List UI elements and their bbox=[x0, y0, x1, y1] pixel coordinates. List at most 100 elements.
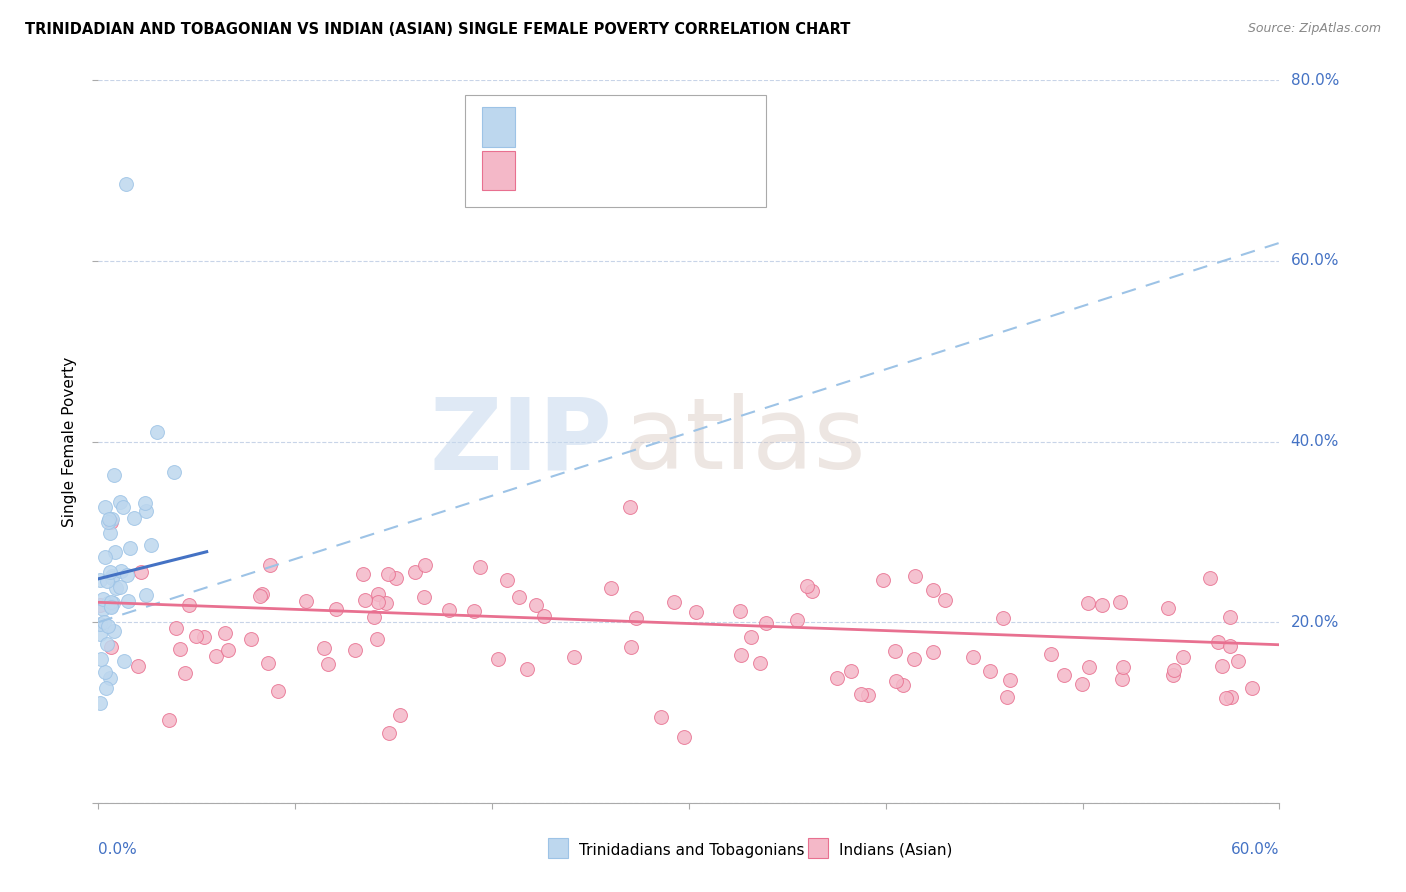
Y-axis label: Single Female Poverty: Single Female Poverty bbox=[62, 357, 77, 526]
Point bbox=[404, 565, 426, 579]
Point bbox=[169, 642, 191, 657]
Point bbox=[486, 652, 509, 666]
Point bbox=[463, 605, 485, 619]
Point bbox=[1071, 677, 1094, 691]
Point bbox=[1206, 635, 1229, 649]
Point bbox=[98, 565, 121, 579]
Point bbox=[97, 596, 120, 610]
Point bbox=[748, 657, 770, 671]
Point bbox=[1112, 660, 1135, 674]
Point bbox=[367, 587, 389, 601]
Text: R =: R = bbox=[527, 120, 560, 135]
Point bbox=[884, 644, 907, 658]
Point bbox=[295, 594, 318, 608]
Point bbox=[89, 616, 111, 631]
Point bbox=[624, 611, 647, 625]
Point bbox=[157, 713, 180, 727]
Point bbox=[139, 538, 162, 552]
FancyBboxPatch shape bbox=[482, 107, 516, 147]
Point bbox=[377, 566, 399, 581]
Point bbox=[103, 624, 125, 638]
Point bbox=[267, 683, 290, 698]
Point bbox=[533, 608, 555, 623]
Point bbox=[134, 496, 156, 510]
Point bbox=[1240, 681, 1263, 695]
Point bbox=[259, 558, 281, 572]
Text: Trinidadians and Tobagonians: Trinidadians and Tobagonians bbox=[579, 843, 804, 857]
Point bbox=[1211, 658, 1233, 673]
Point bbox=[801, 584, 824, 599]
Text: atlas: atlas bbox=[624, 393, 866, 490]
Point bbox=[89, 598, 111, 612]
Point bbox=[96, 619, 118, 633]
Point bbox=[93, 500, 115, 514]
Text: R =: R = bbox=[527, 163, 560, 178]
Point bbox=[100, 599, 122, 613]
Point bbox=[740, 630, 762, 644]
Point bbox=[754, 616, 776, 631]
Point bbox=[979, 665, 1001, 679]
Text: Source: ZipAtlas.com: Source: ZipAtlas.com bbox=[1247, 22, 1381, 36]
Point bbox=[177, 599, 200, 613]
Point bbox=[98, 526, 121, 541]
Point bbox=[1039, 647, 1062, 661]
Point bbox=[94, 665, 117, 679]
Point bbox=[995, 690, 1018, 704]
Point bbox=[439, 602, 461, 616]
Point bbox=[508, 591, 530, 605]
Point bbox=[127, 658, 149, 673]
Point bbox=[839, 664, 862, 678]
Point bbox=[94, 549, 117, 564]
Point bbox=[516, 662, 538, 676]
Point bbox=[94, 681, 117, 695]
Point bbox=[249, 589, 271, 603]
Point bbox=[115, 567, 138, 582]
Point bbox=[1091, 598, 1114, 612]
Text: Indians (Asian): Indians (Asian) bbox=[839, 843, 953, 857]
Text: TRINIDADIAN AND TOBAGONIAN VS INDIAN (ASIAN) SINGLE FEMALE POVERTY CORRELATION C: TRINIDADIAN AND TOBAGONIAN VS INDIAN (AS… bbox=[25, 22, 851, 37]
Point bbox=[413, 590, 436, 604]
Point bbox=[97, 512, 120, 526]
Point bbox=[90, 652, 112, 666]
Point bbox=[619, 640, 641, 654]
Point bbox=[786, 613, 808, 627]
Text: 40.0%: 40.0% bbox=[1291, 434, 1339, 449]
Point bbox=[162, 465, 184, 479]
Point bbox=[922, 645, 945, 659]
Point bbox=[205, 648, 228, 663]
Point bbox=[1053, 668, 1076, 682]
Point bbox=[112, 653, 135, 667]
Point bbox=[108, 581, 131, 595]
Point bbox=[1078, 660, 1101, 674]
Point bbox=[375, 596, 398, 610]
Point bbox=[117, 594, 139, 608]
Point bbox=[1077, 596, 1099, 610]
Point bbox=[174, 665, 197, 680]
Point bbox=[110, 564, 132, 578]
Point bbox=[101, 569, 124, 583]
Point bbox=[103, 468, 125, 483]
Point bbox=[1163, 663, 1185, 677]
Point bbox=[312, 640, 335, 655]
Point bbox=[468, 559, 491, 574]
Point bbox=[100, 594, 122, 608]
Point bbox=[166, 621, 188, 635]
Text: -0.190: -0.190 bbox=[575, 163, 628, 178]
Point bbox=[998, 673, 1021, 688]
Point bbox=[903, 652, 925, 666]
Point bbox=[672, 730, 695, 744]
Point bbox=[385, 571, 408, 585]
Point bbox=[214, 625, 236, 640]
Point bbox=[1109, 595, 1132, 609]
Point bbox=[1220, 690, 1243, 705]
Text: 0.0%: 0.0% bbox=[98, 842, 138, 856]
Point bbox=[1219, 639, 1241, 653]
Point bbox=[904, 569, 927, 583]
Point bbox=[97, 515, 120, 529]
Point bbox=[250, 586, 273, 600]
Point bbox=[91, 601, 114, 615]
Point bbox=[120, 541, 142, 555]
Point bbox=[367, 595, 389, 609]
FancyBboxPatch shape bbox=[464, 95, 766, 207]
Point bbox=[1215, 691, 1237, 706]
